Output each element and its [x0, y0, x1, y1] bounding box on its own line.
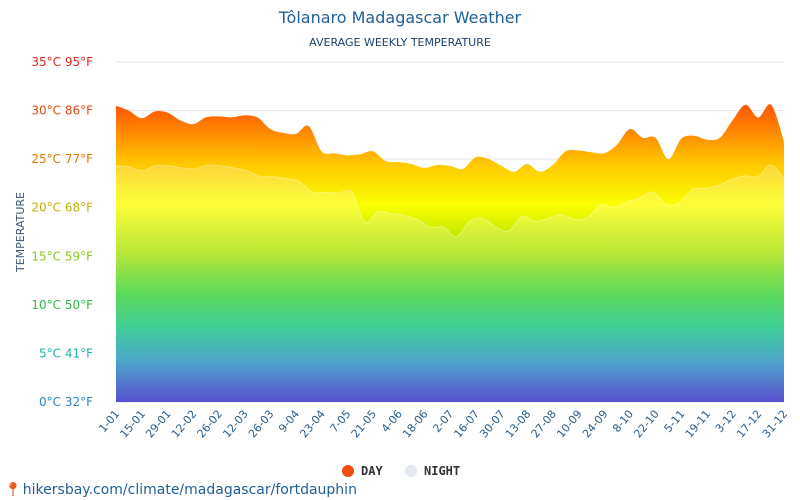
- x-tick-label: 31-12: [760, 408, 791, 441]
- legend-day-marker: [342, 465, 354, 477]
- legend-night-marker: [405, 465, 417, 477]
- legend: DAY NIGHT: [342, 464, 460, 478]
- night-area: [116, 164, 784, 402]
- x-tick-label: 15-01: [117, 408, 148, 441]
- y-tick-label: 15°C 59°F: [31, 249, 93, 263]
- x-tick-label: 23-04: [297, 408, 328, 441]
- x-tick-label: 12-03: [220, 408, 251, 441]
- x-tick-label: 24-09: [580, 408, 611, 441]
- y-axis-ticks: 0°C 32°F 5°C 41°F 10°C 50°F 15°C 59°F 20°C 6…: [31, 55, 93, 409]
- chart-subtitle: AVERAGE WEEKLY TEMPERATURE: [309, 36, 491, 49]
- legend-night[interactable]: NIGHT: [405, 464, 460, 478]
- y-tick-label: 5°C 41°F: [39, 346, 93, 360]
- y-tick-label: 25°C 77°F: [31, 152, 93, 166]
- y-axis-label: TEMPERATURE: [14, 192, 27, 273]
- y-tick-label: 20°C 68°F: [31, 201, 93, 215]
- source-url: hikersbay.com/climate/madagascar/fortdau…: [22, 482, 357, 498]
- legend-day[interactable]: DAY: [342, 464, 383, 478]
- x-tick-label: 26-03: [246, 408, 277, 441]
- source-link[interactable]: 📍︎hikersbay.com/climate/madagascar/fortd…: [4, 482, 357, 498]
- x-tick-label: 21-05: [349, 408, 380, 441]
- y-tick-label: 35°C 95°F: [31, 55, 93, 69]
- night-line: [115, 164, 785, 238]
- legend-day-label: DAY: [361, 464, 383, 478]
- x-tick-label: 30-07: [477, 408, 508, 441]
- y-tick-label: 0°C 32°F: [39, 395, 93, 409]
- x-tick-label: 13-08: [503, 408, 534, 441]
- chart-title: Tôlanaro Madagascar Weather: [278, 8, 522, 27]
- x-tick-label: 27-08: [529, 408, 560, 441]
- legend-night-label: NIGHT: [424, 464, 460, 478]
- x-tick-label: 19-11: [683, 408, 714, 441]
- y-tick-label: 10°C 50°F: [31, 298, 93, 312]
- location-pin-icon: 📍︎: [4, 482, 22, 498]
- x-tick-label: 10-09: [554, 408, 585, 441]
- x-tick-label: 16-07: [451, 408, 482, 441]
- x-tick-label: 26-02: [195, 408, 226, 441]
- x-tick-label: 18-06: [400, 408, 431, 441]
- x-tick-label: 12-02: [169, 408, 200, 441]
- x-tick-label: 17-12: [734, 408, 765, 441]
- y-tick-label: 30°C 86°F: [31, 104, 93, 118]
- x-tick-label: 22-10: [631, 408, 662, 441]
- x-tick-label: 29-01: [143, 408, 174, 441]
